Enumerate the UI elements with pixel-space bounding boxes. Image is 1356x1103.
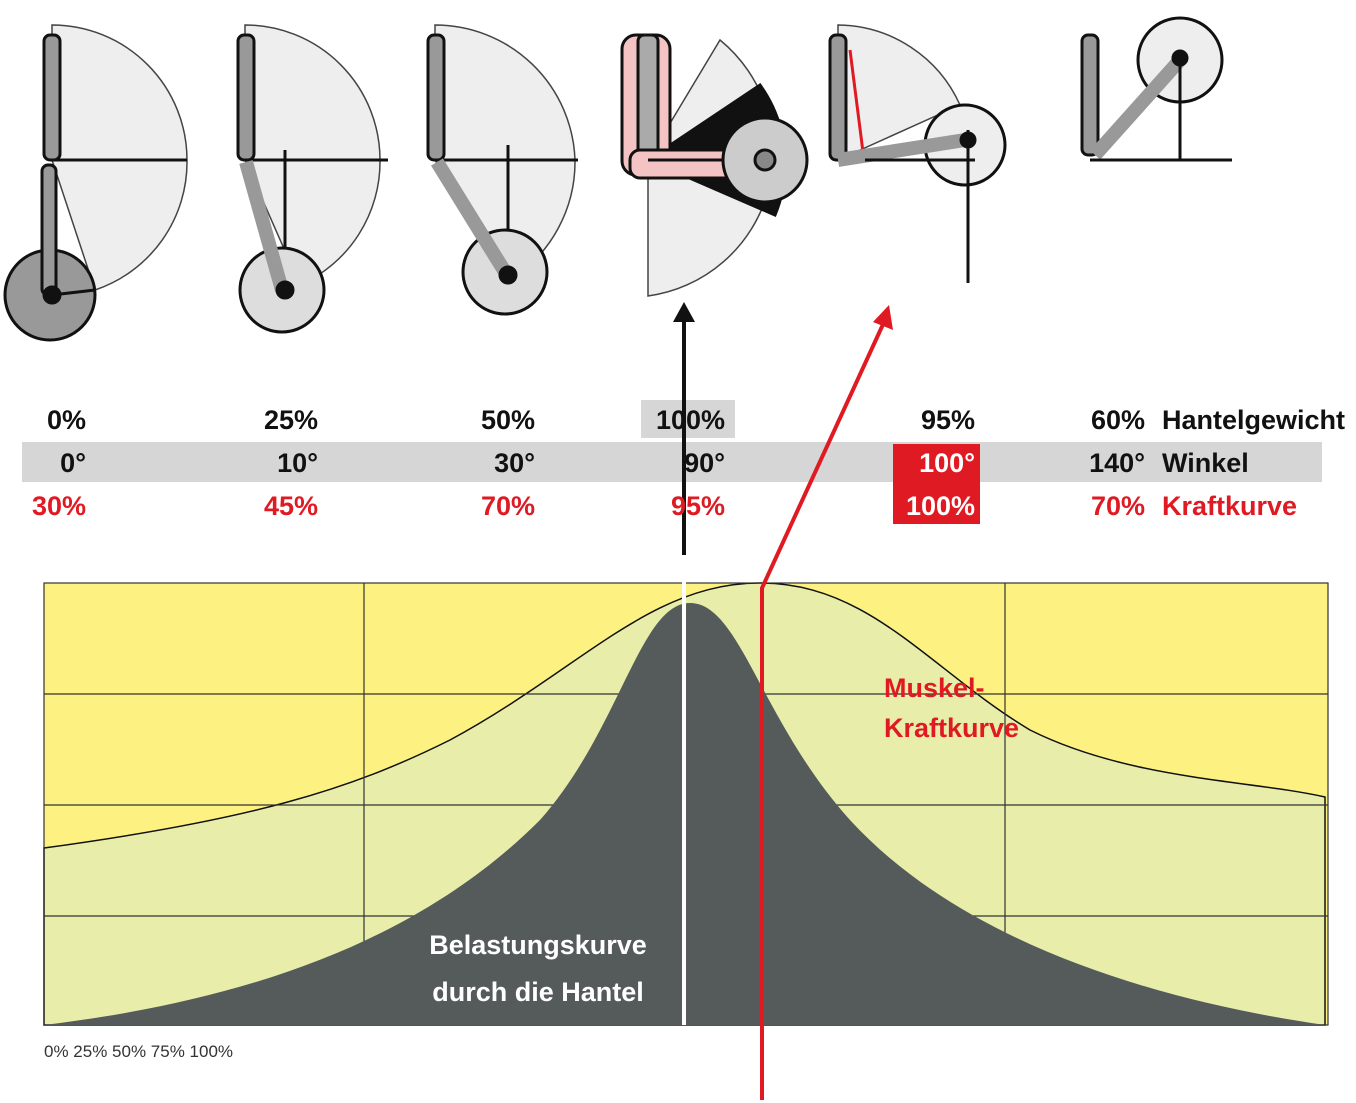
page: Muskel- Kraftkurve Belastungskurve durch… — [0, 0, 1356, 1103]
row-label: Kraftkurve — [1162, 491, 1297, 521]
chart-label: durch die Hantel — [432, 977, 644, 1007]
table-cell: 50% — [481, 405, 535, 435]
table-cell: 70% — [481, 491, 535, 521]
table-cell: 30° — [494, 448, 535, 478]
table-cell: 25% — [264, 405, 318, 435]
infographic: Muskel- Kraftkurve Belastungskurve durch… — [0, 0, 1356, 1103]
table-cell: 70% — [1091, 491, 1145, 521]
table-cell: 95% — [921, 405, 975, 435]
table-cell: 95% — [671, 491, 725, 521]
table-cell: 0° — [60, 448, 86, 478]
table-cell: 100% — [656, 405, 725, 435]
axis-text: 0% 25% 50% 75% 100% — [44, 1042, 233, 1061]
table-cell: 100% — [906, 491, 975, 521]
chart-label: Belastungskurve — [429, 930, 647, 960]
arrowhead — [673, 302, 695, 322]
chart-label: Muskel- — [884, 673, 985, 703]
row-label: Hantelgewicht — [1162, 405, 1345, 435]
table-cell: 30% — [32, 491, 86, 521]
arm-illustrations — [5, 18, 1232, 340]
table-cell: 90° — [684, 448, 725, 478]
chart — [44, 565, 1328, 1025]
table-cell: 140° — [1089, 448, 1145, 478]
table-cell: 0% — [47, 405, 86, 435]
row-label: Winkel — [1162, 448, 1249, 478]
chart-label: Kraftkurve — [884, 713, 1019, 743]
table-cell: 10° — [277, 448, 318, 478]
table-cell: 100° — [919, 448, 975, 478]
table-cell: 60% — [1091, 405, 1145, 435]
table-cell: 45% — [264, 491, 318, 521]
